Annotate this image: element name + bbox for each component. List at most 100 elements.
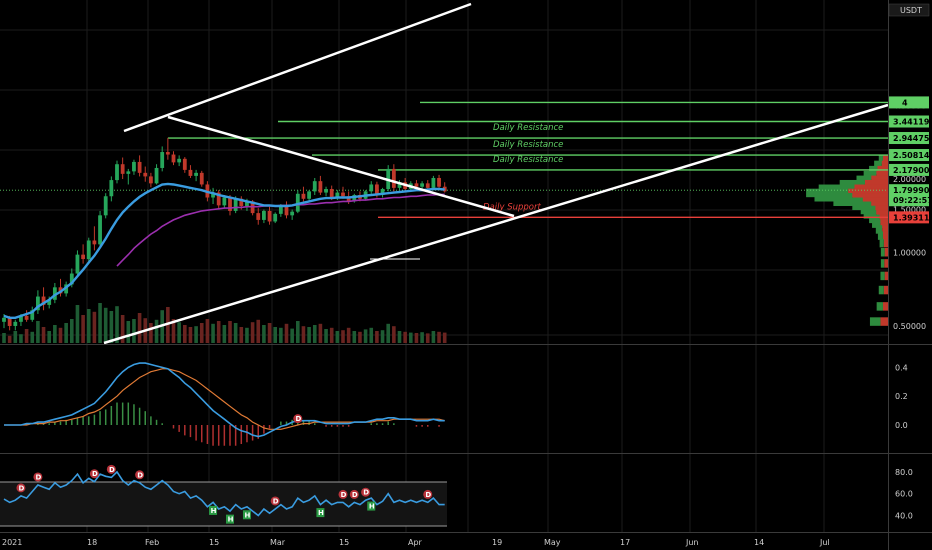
price-tick-label: 1.00000 [893, 249, 926, 258]
marker-text: D [92, 470, 98, 478]
candle-body [307, 191, 311, 199]
price-axis[interactable]: 4.000003.500003.000002.000001.500001.000… [888, 0, 932, 550]
candle [13, 319, 18, 331]
volume-bar [228, 321, 232, 343]
candle-body [335, 192, 340, 198]
marker-text: D [137, 471, 143, 479]
candle-body [290, 211, 295, 216]
candle-body [69, 273, 74, 285]
marker-badge [349, 489, 359, 499]
volume-bar [24, 329, 29, 343]
candle-body [64, 284, 69, 294]
volume-bar [318, 323, 323, 343]
volume-bar [335, 331, 340, 343]
candle-body [41, 296, 46, 305]
volume-bar [86, 309, 91, 343]
profile-bar-down [876, 210, 888, 219]
volume-bar [307, 327, 311, 343]
candle-body [165, 152, 170, 155]
currency-tag[interactable]: USDT [888, 3, 930, 17]
level-1.39311-tag: 1.39311 [889, 211, 930, 224]
candle-body [194, 172, 198, 176]
price-tick-label: 1.50000 [893, 206, 926, 215]
marker-text: H [318, 509, 324, 517]
volume-bar [154, 319, 159, 343]
candle [437, 174, 441, 191]
candle-body [222, 197, 227, 206]
upper-channel-trendline [123, 2, 472, 133]
candle [92, 226, 97, 251]
macd-pane[interactable]: D [4, 362, 445, 446]
candle [391, 164, 396, 192]
candle-body [369, 184, 374, 192]
volume-bar [115, 306, 119, 343]
profile-bar-up [874, 160, 882, 170]
rsi-marker-H: H [316, 508, 325, 518]
time-label-19: 19 [492, 538, 502, 547]
ascending-support-trendline [103, 103, 889, 345]
candle [98, 210, 102, 247]
currency-label: USDT [900, 6, 922, 15]
volume-bar [103, 307, 108, 343]
volume-bar [239, 327, 244, 343]
time-label-18: 18 [87, 538, 97, 547]
candle [177, 155, 182, 167]
profile-bar-up [856, 175, 872, 185]
level-3.44119-tag: 3.44119 [889, 115, 930, 128]
volume-bar [75, 305, 80, 343]
candle [109, 176, 114, 202]
volume-bar [386, 323, 390, 343]
tag-value: 2.17900 [893, 166, 930, 175]
profile-bar-up [880, 259, 885, 268]
time-axis[interactable]: 2021 18 Feb 15 Mar 15 Apr 19 May 17 Jun 14 Jul [2, 538, 830, 547]
profile-bar-down [882, 231, 888, 240]
marker-badge [209, 505, 218, 515]
candle [194, 169, 198, 182]
price-pane[interactable]: Daily Resistance Daily Resistance Daily Re… [0, 2, 889, 345]
macd-tick-label: 0.0 [895, 421, 908, 430]
candle-body [233, 198, 238, 211]
profile-bar-up [872, 219, 881, 228]
candle-body [149, 176, 153, 184]
candle-body [341, 192, 345, 197]
time-label-14: 14 [754, 538, 764, 547]
macd-histogram [25, 402, 440, 446]
volume-bar [250, 322, 255, 343]
profile-bar-up [880, 271, 885, 281]
candle-body [36, 296, 40, 311]
volume-bar [369, 327, 374, 343]
candle-body [199, 172, 204, 185]
candle-body [143, 172, 148, 177]
candle-body [295, 193, 300, 212]
rsi-axis-ticks: 80.0 60.0 40.0 [895, 468, 913, 521]
volume-bar [341, 330, 345, 343]
candle [137, 155, 142, 177]
volume-bar [7, 335, 12, 343]
profile-bar-down [882, 225, 888, 234]
volume-bar [392, 326, 396, 343]
profile-bar-up [863, 210, 877, 219]
volume-bar [70, 319, 74, 343]
candle [30, 306, 35, 322]
candle-body [188, 169, 193, 176]
volume-bar [420, 332, 424, 343]
rsi-marker-D: D [361, 487, 371, 497]
volume-bar [312, 325, 317, 343]
macd-marker-D: D [293, 414, 303, 424]
candle [154, 164, 159, 185]
candle-body [103, 196, 108, 216]
candle [262, 209, 266, 224]
volume-bar [284, 323, 289, 343]
volume-bar [431, 331, 436, 343]
candle-body [154, 167, 159, 184]
candle [324, 186, 328, 197]
profile-bar-up [875, 225, 883, 234]
candle-body [391, 168, 396, 188]
profile-bar-up [869, 317, 881, 326]
candle-body [245, 201, 249, 207]
marker-text: H [211, 507, 217, 515]
profile-bar-up [860, 205, 876, 215]
marker-text: D [273, 497, 279, 505]
